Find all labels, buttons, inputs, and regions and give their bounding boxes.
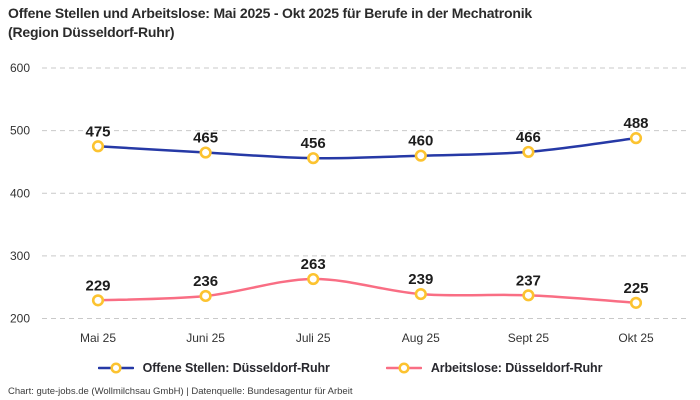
data-point-marker[interactable]: [522, 289, 535, 302]
data-point-label: 475: [85, 123, 110, 140]
y-axis-tick-label: 500: [10, 124, 30, 138]
y-axis-tick-label: 200: [10, 312, 30, 326]
line-marker-icon: [385, 362, 422, 374]
x-axis-tick-label: Sept 25: [508, 331, 550, 345]
data-point-label: 466: [516, 129, 541, 146]
data-point-label: 465: [193, 130, 218, 147]
data-point-marker[interactable]: [629, 296, 643, 309]
data-point-label: 239: [408, 271, 433, 288]
series-line-1: [96, 277, 638, 305]
data-point-marker[interactable]: [91, 140, 105, 153]
legend-item-offene-stellen[interactable]: Offene Stellen: Düsseldorf-Ruhr: [97, 361, 330, 375]
legend-label-offene-stellen: Offene Stellen: Düsseldorf-Ruhr: [142, 361, 330, 375]
data-point-marker[interactable]: [522, 145, 535, 159]
line-marker-icon: [97, 362, 134, 374]
data-point-label: 460: [408, 133, 433, 150]
chart-legend: Offene Stellen: Düsseldorf-Ruhr Arbeitsl…: [0, 361, 700, 375]
series-line-0: [96, 136, 638, 160]
data-point-label: 225: [623, 280, 648, 297]
x-axis-tick-label: Juni 25: [186, 331, 225, 345]
y-axis-tick-label: 400: [10, 186, 30, 200]
data-point-marker[interactable]: [629, 132, 643, 145]
chart-footer-attribution: Chart: gute-jobs.de (Wollmilchsau GmbH) …: [8, 386, 353, 397]
data-point-marker[interactable]: [307, 272, 320, 286]
data-point-marker[interactable]: [414, 149, 427, 162]
chart-title-line-2: (Region Düsseldorf-Ruhr): [8, 24, 175, 40]
data-point-label: 229: [85, 277, 110, 294]
data-point-marker[interactable]: [91, 294, 105, 307]
chart-title-line-1: Offene Stellen und Arbeitslose: Mai 2025…: [8, 5, 532, 21]
x-axis-tick-label: Aug 25: [402, 331, 440, 345]
page-title: Offene Stellen und Arbeitslose: Mai 2025…: [8, 4, 532, 42]
x-axis-tick-label: Mai 25: [80, 331, 116, 345]
data-point-marker[interactable]: [414, 287, 427, 301]
legend-item-arbeitslose[interactable]: Arbeitslose: Düsseldorf-Ruhr: [385, 361, 603, 375]
legend-label-arbeitslose: Arbeitslose: Düsseldorf-Ruhr: [430, 361, 603, 375]
data-point-label: 236: [193, 273, 218, 290]
data-point-marker[interactable]: [199, 289, 212, 303]
data-point-label: 237: [516, 272, 541, 289]
data-point-marker[interactable]: [307, 152, 320, 165]
data-point-label: 456: [301, 135, 326, 152]
data-point-marker[interactable]: [199, 146, 212, 159]
y-axis-tick-label: 300: [10, 249, 30, 263]
data-point-label: 488: [623, 115, 648, 132]
x-axis-tick-label: Okt 25: [618, 331, 654, 345]
x-axis-tick-label: Juli 25: [296, 331, 331, 345]
y-axis-tick-label: 600: [10, 61, 30, 75]
data-point-label: 263: [301, 256, 326, 273]
